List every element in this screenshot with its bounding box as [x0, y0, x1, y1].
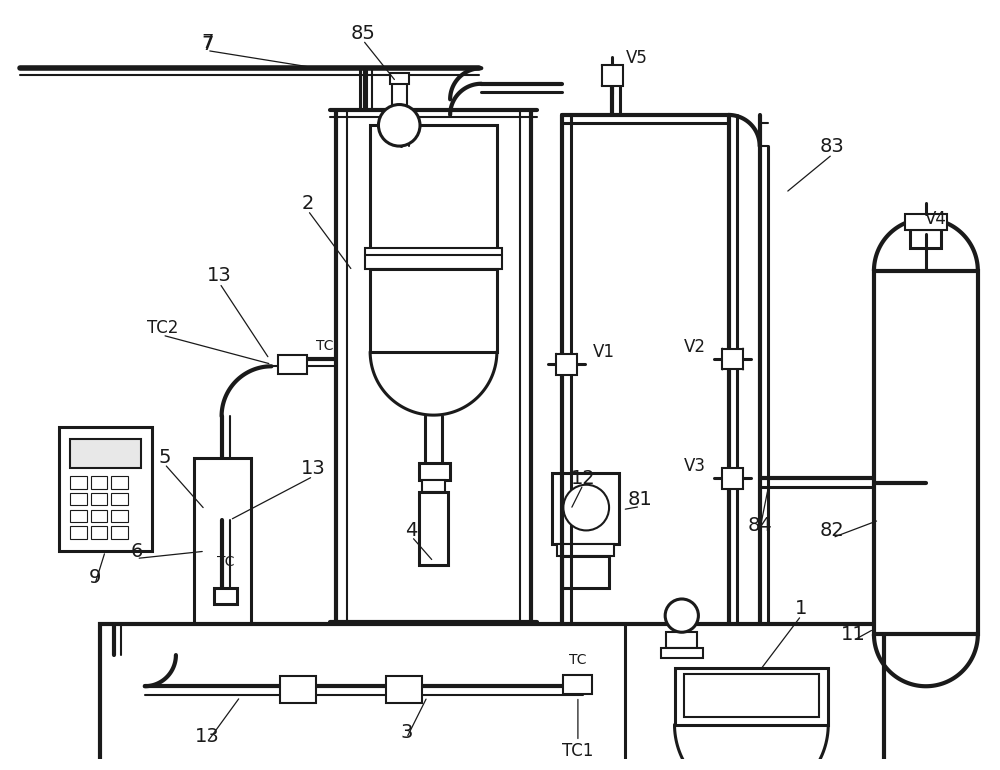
Text: V4: V4 — [925, 209, 947, 228]
Bar — [722, 349, 743, 370]
Text: 13: 13 — [195, 727, 219, 745]
Text: 83: 83 — [820, 136, 845, 156]
Text: V1: V1 — [593, 343, 615, 361]
Text: 7: 7 — [201, 35, 213, 54]
Text: 85: 85 — [350, 25, 375, 43]
Bar — [370, 269, 497, 352]
Text: 9: 9 — [89, 567, 101, 587]
Bar — [419, 463, 450, 480]
Text: 1: 1 — [795, 599, 807, 618]
Circle shape — [665, 599, 698, 632]
Circle shape — [378, 105, 420, 146]
Bar — [194, 457, 251, 624]
Bar — [563, 675, 592, 694]
Bar — [91, 477, 107, 489]
Bar — [905, 213, 947, 230]
Text: TC: TC — [217, 554, 235, 568]
Text: 82: 82 — [820, 521, 845, 540]
Text: 13: 13 — [207, 266, 232, 286]
Bar — [111, 493, 128, 505]
Text: TC: TC — [569, 653, 587, 668]
Text: TC: TC — [285, 360, 299, 370]
Bar — [214, 588, 237, 604]
Text: TC2: TC2 — [147, 319, 178, 336]
Bar — [386, 676, 422, 703]
Text: 84: 84 — [747, 516, 772, 534]
Bar — [111, 510, 128, 522]
Bar — [386, 146, 413, 165]
Text: TC: TC — [316, 339, 333, 353]
Bar — [70, 439, 141, 468]
Text: 4: 4 — [406, 521, 418, 540]
Text: 2: 2 — [302, 194, 314, 213]
Bar — [70, 526, 87, 539]
Bar — [556, 354, 577, 375]
Text: 81: 81 — [628, 490, 653, 509]
Text: 5: 5 — [158, 448, 171, 467]
Text: V3: V3 — [684, 457, 706, 475]
Text: 7: 7 — [201, 32, 213, 52]
Bar — [666, 632, 697, 648]
Bar — [70, 493, 87, 505]
Bar — [100, 624, 884, 770]
Text: 12: 12 — [571, 469, 595, 488]
Text: 11: 11 — [841, 624, 866, 644]
Bar — [602, 65, 623, 85]
Bar — [111, 477, 128, 489]
Circle shape — [563, 485, 609, 531]
Bar — [562, 557, 609, 588]
Bar — [722, 468, 743, 489]
Bar — [392, 82, 407, 126]
Bar — [70, 477, 87, 489]
Bar — [70, 510, 87, 522]
Bar — [280, 676, 316, 703]
Text: 6: 6 — [130, 542, 143, 561]
Text: TC: TC — [571, 679, 585, 689]
Bar — [675, 668, 828, 725]
Bar — [390, 73, 409, 84]
Bar — [422, 480, 445, 492]
Bar — [874, 271, 978, 634]
Bar — [91, 526, 107, 539]
Bar — [365, 248, 502, 269]
Bar — [552, 474, 619, 544]
Bar — [661, 648, 703, 658]
Text: 3: 3 — [400, 724, 413, 742]
Bar — [419, 492, 448, 564]
Bar — [59, 427, 152, 551]
Bar — [91, 510, 107, 522]
Text: V5: V5 — [626, 49, 648, 67]
Text: TC1: TC1 — [562, 742, 594, 760]
Bar — [111, 526, 128, 539]
Bar — [684, 674, 819, 718]
Bar — [557, 544, 614, 557]
Text: V2: V2 — [684, 337, 706, 356]
Text: 13: 13 — [301, 459, 325, 477]
Bar — [278, 355, 307, 373]
Bar — [91, 493, 107, 505]
Bar — [910, 229, 941, 248]
Bar — [370, 126, 497, 250]
